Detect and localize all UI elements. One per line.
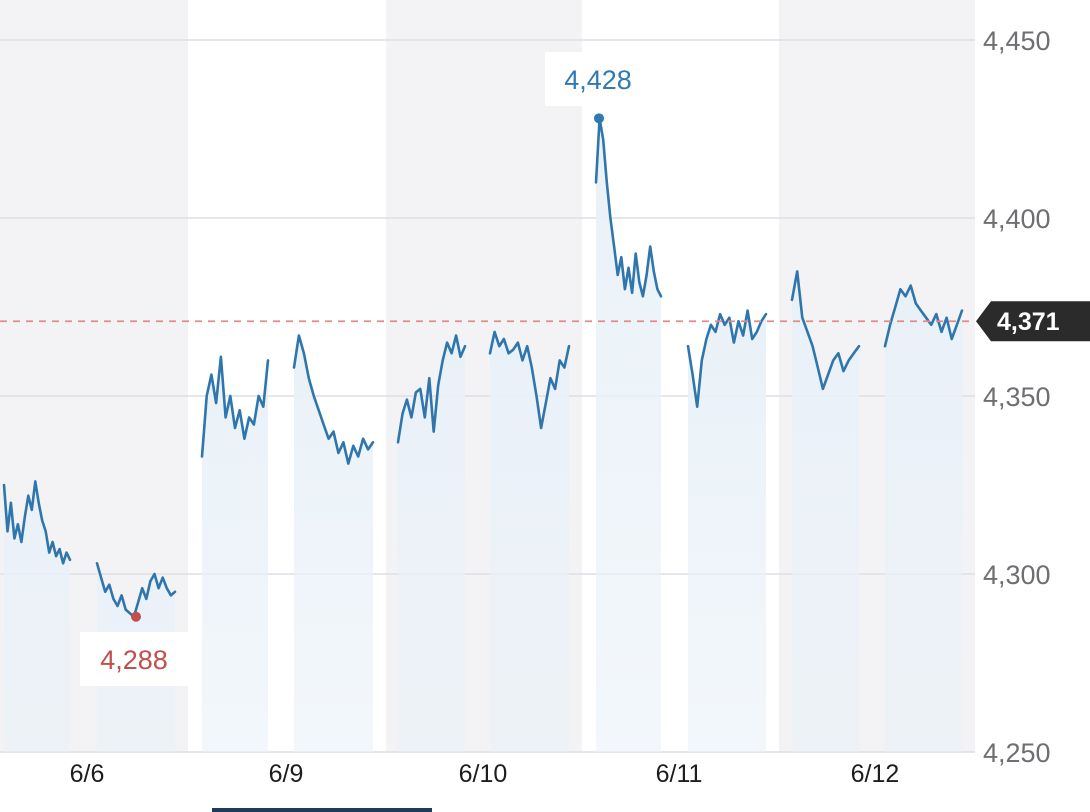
high-point: [594, 113, 604, 124]
session-line-6: [594, 117, 663, 298]
x-axis-ticks: 6/6 6/9 6/10 6/11 6/12: [70, 760, 900, 788]
x-tick-label: 6/10: [459, 760, 508, 788]
current-price-badge: 4,371: [976, 301, 1090, 342]
session-area-3: [294, 335, 373, 752]
y-tick-label: 4,400: [983, 204, 1051, 234]
session-line-0: [2, 480, 72, 565]
current-price-reference: 4,371: [0, 301, 1090, 342]
session-line-8: [790, 270, 861, 391]
session-line-3: [292, 334, 375, 465]
bottom-scroll-indicator[interactable]: [212, 808, 432, 812]
session-line-2: [200, 355, 270, 458]
session-area-9: [885, 285, 962, 752]
high-label-bg: [545, 52, 647, 106]
x-tick-label: 6/6: [70, 760, 105, 788]
current-price-badge-bg: [976, 301, 1090, 342]
y-axis-ticks: 4,250 4,300 4,350 4,400 4,450: [983, 26, 1051, 768]
y-tick-label: 4,250: [983, 738, 1051, 768]
y-tick-label: 4,300: [983, 560, 1051, 590]
session-line-1: [95, 562, 177, 618]
y-tick-label: 4,350: [983, 382, 1051, 412]
low-label-bg: [80, 632, 188, 686]
session-line-4: [396, 334, 467, 444]
x-tick-label: 6/11: [656, 760, 703, 788]
session-line-7: [686, 309, 768, 408]
session-area-7: [688, 310, 766, 752]
x-tick-label: 6/12: [851, 760, 900, 788]
session-area-5: [490, 331, 569, 752]
session-area-2: [202, 356, 268, 752]
session-area-4: [398, 335, 465, 752]
x-tick-label: 6/9: [269, 760, 304, 788]
session-area-8: [792, 271, 859, 752]
y-tick-label: 4,450: [983, 26, 1051, 56]
session-line-5: [488, 330, 571, 430]
high-low-markers: 4,428 4,288: [80, 52, 647, 686]
low-point: [131, 611, 141, 622]
low-label: 4,288: [100, 645, 168, 675]
current-price-label: 4,371: [997, 308, 1060, 336]
session-area-6: [596, 118, 661, 753]
high-label: 4,428: [564, 65, 632, 95]
price-line: [2, 117, 964, 618]
session-line-9: [883, 284, 964, 348]
